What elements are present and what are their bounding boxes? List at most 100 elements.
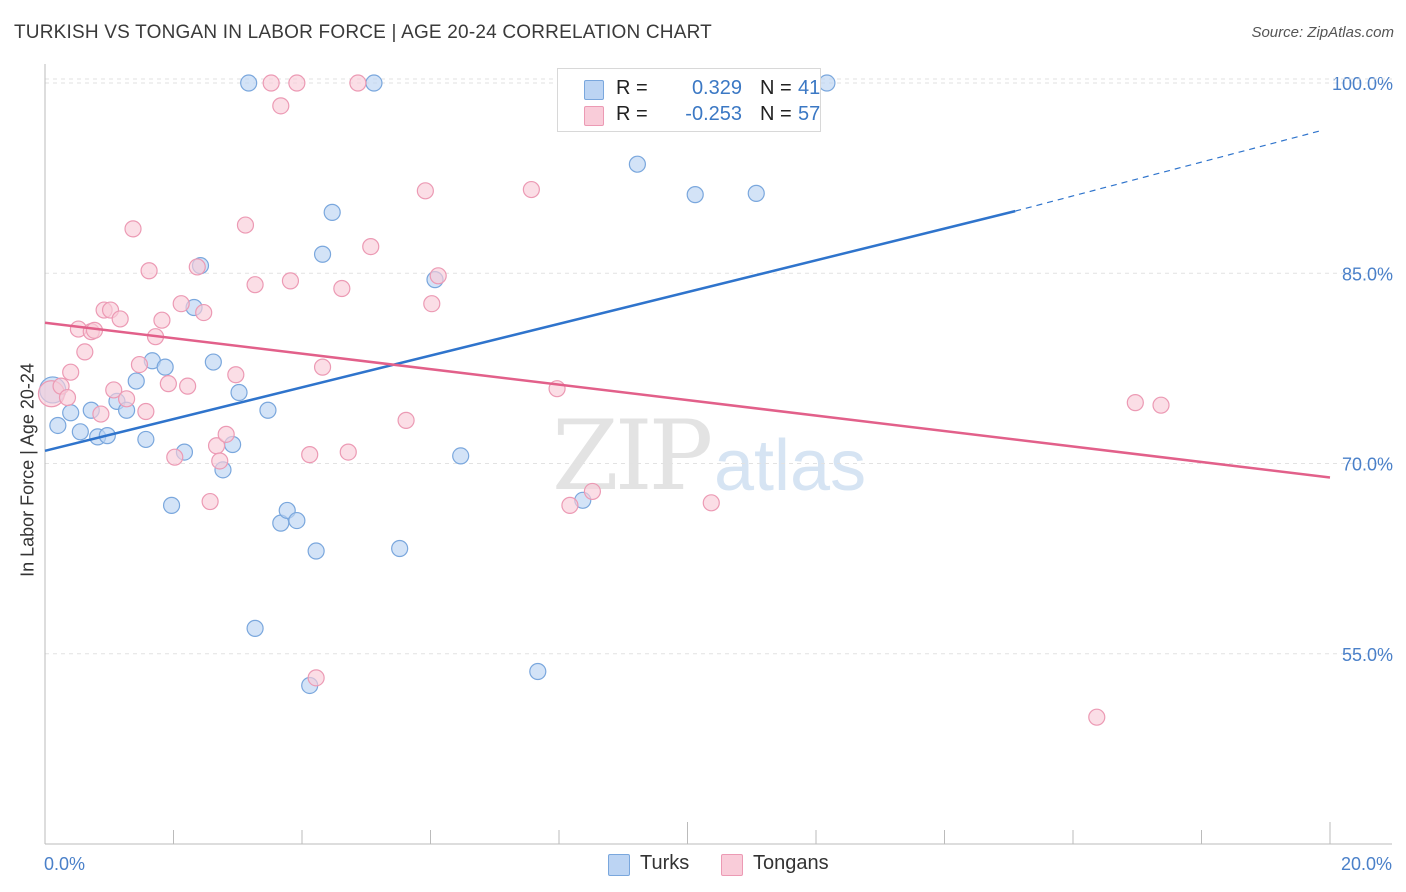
tongans-point — [172, 295, 190, 313]
turks-point — [127, 372, 145, 390]
turks-point — [307, 542, 325, 560]
tongans-point — [195, 303, 213, 322]
turks-legend-label: Turks — [640, 852, 690, 874]
chart-title: TURKISH VS TONGAN IN LABOR FORCE | AGE 2… — [14, 22, 712, 43]
tongans-point — [92, 405, 110, 423]
turks-point — [686, 186, 704, 204]
y-tick-label: 55.0% — [1342, 645, 1393, 665]
turks-n-value: 41 — [798, 77, 821, 99]
tongans-n-label: N = — [760, 103, 792, 125]
x-tick-label: 20.0% — [1341, 854, 1392, 874]
turks-swatch — [584, 80, 604, 100]
tongans-point — [211, 452, 229, 470]
tongans-point — [349, 74, 367, 92]
source-label: Source: ZipAtlas.com — [1251, 24, 1394, 41]
tongans-point — [130, 355, 149, 374]
turks-point — [230, 383, 248, 402]
tongans-point — [201, 492, 219, 511]
turks-points — [39, 74, 836, 695]
turks-trend-extension — [1015, 129, 1324, 212]
tongans-point — [76, 343, 94, 361]
tongans-points — [37, 74, 1170, 726]
tongans-point — [236, 216, 255, 234]
tongans-point — [105, 381, 123, 399]
turks-point — [365, 74, 383, 92]
turks-point — [49, 416, 67, 435]
turks-point — [452, 447, 470, 465]
turks-point — [391, 539, 409, 558]
turks-point — [137, 430, 155, 449]
tongans-point — [217, 425, 235, 443]
tongans-point — [288, 74, 306, 92]
tongans-point — [583, 482, 602, 501]
turks-point — [529, 662, 547, 681]
turks-r-label: R = — [616, 77, 648, 99]
y-tick-label: 70.0% — [1342, 455, 1393, 475]
turks-point — [156, 358, 174, 376]
tongans-point — [188, 258, 206, 276]
tongans-point — [397, 411, 415, 429]
tongans-r-value: -0.253 — [685, 103, 742, 125]
watermark-atlas: atlas — [714, 426, 867, 506]
tongans-point — [140, 262, 158, 280]
y-tick-label: 100.0% — [1332, 74, 1393, 94]
tongans-point — [262, 74, 280, 92]
turks-point — [288, 511, 306, 530]
tongans-legend-swatch — [721, 854, 743, 876]
tongans-point — [429, 267, 447, 285]
tongans-point — [246, 276, 264, 294]
tongans-point — [307, 669, 325, 687]
tongans-point — [522, 180, 540, 199]
tongans-point — [362, 238, 380, 256]
correlation-legend: R = 0.329 N = 41 R = -0.253 N = 57 — [557, 68, 821, 132]
tongans-point — [159, 375, 177, 393]
tongans-point — [416, 182, 434, 200]
tongans-point — [1126, 394, 1144, 412]
tongans-point — [166, 448, 184, 466]
tongans-point — [339, 443, 357, 461]
tongans-point — [179, 377, 197, 395]
tongans-n-value: 57 — [798, 103, 821, 125]
turks-point — [204, 353, 222, 371]
tongans-point — [153, 311, 171, 329]
turks-point — [71, 423, 89, 441]
y-tick-label: 85.0% — [1342, 264, 1393, 284]
turks-point — [628, 155, 646, 173]
tongans-point — [62, 363, 80, 381]
turks-n-label: N = — [760, 77, 792, 99]
tongans-point — [124, 220, 142, 238]
tongans-r-label: R = — [616, 103, 648, 125]
tongans-swatch — [584, 106, 604, 126]
turks-legend-swatch — [608, 854, 630, 876]
tongans-trend-line — [44, 321, 1331, 479]
tongans-point — [137, 402, 155, 421]
turks-point — [246, 619, 264, 637]
turks-point — [162, 496, 181, 514]
tongans-point — [313, 358, 332, 376]
turks-point — [62, 404, 80, 422]
x-tick-label: 0.0% — [44, 854, 85, 874]
tongans-legend-label: Tongans — [753, 852, 829, 874]
turks-point — [259, 401, 277, 419]
tongans-point — [111, 310, 129, 328]
tongans-point — [702, 494, 720, 512]
tongans-point — [301, 446, 319, 464]
tongans-point — [281, 272, 300, 290]
tongans-point — [1088, 708, 1106, 726]
turks-point — [747, 184, 765, 202]
tongans-point — [272, 97, 290, 115]
tongans-point — [58, 388, 77, 407]
turks-r-value: 0.329 — [691, 77, 742, 99]
tongans-point — [561, 496, 579, 514]
turks-point — [240, 74, 258, 92]
turks-point — [313, 245, 332, 263]
turks-point — [818, 74, 836, 92]
tongans-point — [333, 279, 351, 298]
turks-trend-line — [44, 209, 1016, 453]
tongans-point — [117, 390, 136, 408]
tongans-point — [227, 366, 245, 384]
tongans-point — [423, 295, 441, 313]
tongans-point — [1152, 396, 1170, 414]
turks-point — [323, 203, 341, 221]
